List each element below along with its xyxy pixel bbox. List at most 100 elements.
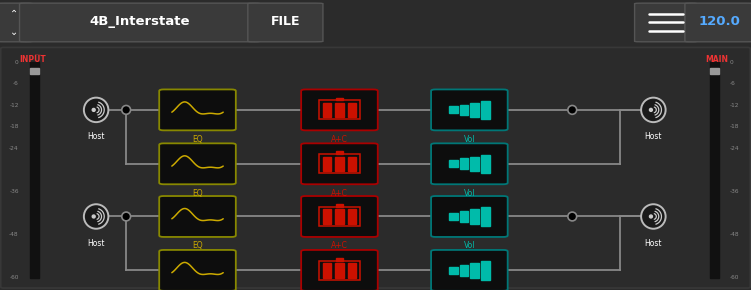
Bar xyxy=(336,157,343,171)
Bar xyxy=(470,209,479,224)
Bar xyxy=(710,68,719,74)
Ellipse shape xyxy=(84,98,108,122)
Bar xyxy=(323,103,331,117)
Text: FILE: FILE xyxy=(270,15,300,28)
Ellipse shape xyxy=(568,106,577,114)
Bar xyxy=(460,265,469,276)
FancyBboxPatch shape xyxy=(301,143,378,184)
FancyBboxPatch shape xyxy=(0,3,32,42)
Bar xyxy=(323,263,331,278)
Bar xyxy=(319,261,360,280)
Text: 0: 0 xyxy=(729,60,733,65)
Ellipse shape xyxy=(568,212,577,221)
Text: #ee3333: #ee3333 xyxy=(35,54,41,55)
Bar xyxy=(460,211,469,222)
Bar xyxy=(336,97,343,100)
Bar xyxy=(336,204,343,207)
Text: -60: -60 xyxy=(9,275,19,280)
Text: -12: -12 xyxy=(729,103,739,108)
FancyBboxPatch shape xyxy=(159,89,236,130)
Text: A+C: A+C xyxy=(331,135,348,144)
Bar xyxy=(449,106,457,113)
FancyBboxPatch shape xyxy=(431,250,508,290)
FancyBboxPatch shape xyxy=(20,3,260,42)
Bar xyxy=(481,101,490,119)
Bar xyxy=(481,207,490,226)
Bar xyxy=(710,62,719,278)
Ellipse shape xyxy=(84,204,108,229)
Text: -12: -12 xyxy=(9,103,19,108)
Ellipse shape xyxy=(92,108,95,111)
Bar xyxy=(336,263,343,278)
Text: -18: -18 xyxy=(9,124,19,129)
FancyBboxPatch shape xyxy=(301,250,378,290)
Bar xyxy=(336,103,343,117)
Text: EQ: EQ xyxy=(192,189,203,198)
Text: -60: -60 xyxy=(729,275,739,280)
Text: Host: Host xyxy=(87,132,105,141)
FancyBboxPatch shape xyxy=(685,3,751,42)
FancyBboxPatch shape xyxy=(248,3,323,42)
Ellipse shape xyxy=(650,108,653,111)
Text: ⌃: ⌃ xyxy=(11,8,18,19)
Text: Host: Host xyxy=(87,239,105,248)
Bar xyxy=(323,209,331,224)
Text: Vol: Vol xyxy=(463,189,475,198)
Ellipse shape xyxy=(122,106,131,114)
Bar xyxy=(319,207,360,226)
Text: ⌄: ⌄ xyxy=(11,27,18,37)
Ellipse shape xyxy=(122,212,131,221)
FancyBboxPatch shape xyxy=(159,250,236,290)
FancyBboxPatch shape xyxy=(431,89,508,130)
Ellipse shape xyxy=(641,204,665,229)
Text: Vol: Vol xyxy=(463,241,475,250)
FancyBboxPatch shape xyxy=(635,3,697,42)
FancyBboxPatch shape xyxy=(431,196,508,237)
Ellipse shape xyxy=(92,215,95,218)
Bar xyxy=(348,263,356,278)
Text: INPUT: INPUT xyxy=(20,55,47,64)
Text: 4B_Interstate: 4B_Interstate xyxy=(89,15,190,28)
Bar xyxy=(481,261,490,280)
Bar xyxy=(470,263,479,278)
Ellipse shape xyxy=(650,215,653,218)
Text: Vol: Vol xyxy=(463,135,475,144)
FancyBboxPatch shape xyxy=(301,89,378,130)
Bar xyxy=(348,103,356,117)
Text: -6: -6 xyxy=(13,81,19,86)
Text: -24: -24 xyxy=(729,146,739,151)
Bar xyxy=(30,68,39,74)
Bar xyxy=(449,160,457,167)
Text: -6: -6 xyxy=(729,81,735,86)
Text: -36: -36 xyxy=(729,189,739,194)
Bar xyxy=(449,267,457,274)
Bar xyxy=(336,209,343,224)
Text: -48: -48 xyxy=(9,232,19,237)
Text: EQ: EQ xyxy=(192,241,203,250)
Text: A+C: A+C xyxy=(331,189,348,198)
Bar xyxy=(348,157,356,171)
Bar xyxy=(460,158,469,169)
Text: -24: -24 xyxy=(9,146,19,151)
Bar xyxy=(481,155,490,173)
Bar xyxy=(470,103,479,117)
Text: 120.0: 120.0 xyxy=(698,15,740,28)
Ellipse shape xyxy=(641,98,665,122)
Bar xyxy=(449,213,457,220)
Bar xyxy=(319,100,360,119)
Bar xyxy=(348,209,356,224)
Text: Host: Host xyxy=(644,239,662,248)
FancyBboxPatch shape xyxy=(159,143,236,184)
FancyBboxPatch shape xyxy=(431,143,508,184)
Text: Host: Host xyxy=(644,132,662,141)
Bar xyxy=(30,62,39,278)
Text: 0: 0 xyxy=(15,60,19,65)
Bar xyxy=(319,154,360,173)
Bar xyxy=(336,151,343,154)
Bar xyxy=(470,157,479,171)
Text: EQ: EQ xyxy=(192,135,203,144)
Bar xyxy=(323,157,331,171)
Text: A+C: A+C xyxy=(331,241,348,250)
Bar xyxy=(336,258,343,261)
Text: MAIN: MAIN xyxy=(706,55,728,64)
